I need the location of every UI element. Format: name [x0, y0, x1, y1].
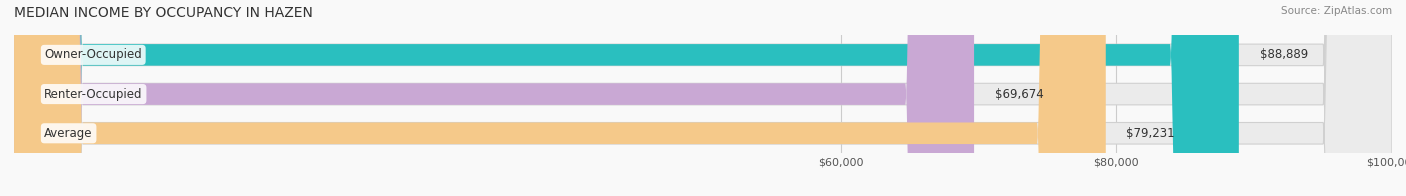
FancyBboxPatch shape: [14, 0, 974, 196]
FancyBboxPatch shape: [14, 0, 1105, 196]
Text: $88,889: $88,889: [1260, 48, 1308, 61]
FancyBboxPatch shape: [14, 0, 1239, 196]
Text: MEDIAN INCOME BY OCCUPANCY IN HAZEN: MEDIAN INCOME BY OCCUPANCY IN HAZEN: [14, 6, 314, 20]
Text: Source: ZipAtlas.com: Source: ZipAtlas.com: [1281, 6, 1392, 16]
Text: Renter-Occupied: Renter-Occupied: [45, 88, 143, 101]
Text: $69,674: $69,674: [995, 88, 1043, 101]
FancyBboxPatch shape: [14, 0, 1392, 196]
Text: Owner-Occupied: Owner-Occupied: [45, 48, 142, 61]
FancyBboxPatch shape: [14, 0, 1392, 196]
Text: $79,231: $79,231: [1126, 127, 1175, 140]
FancyBboxPatch shape: [14, 0, 1392, 196]
Text: Average: Average: [45, 127, 93, 140]
